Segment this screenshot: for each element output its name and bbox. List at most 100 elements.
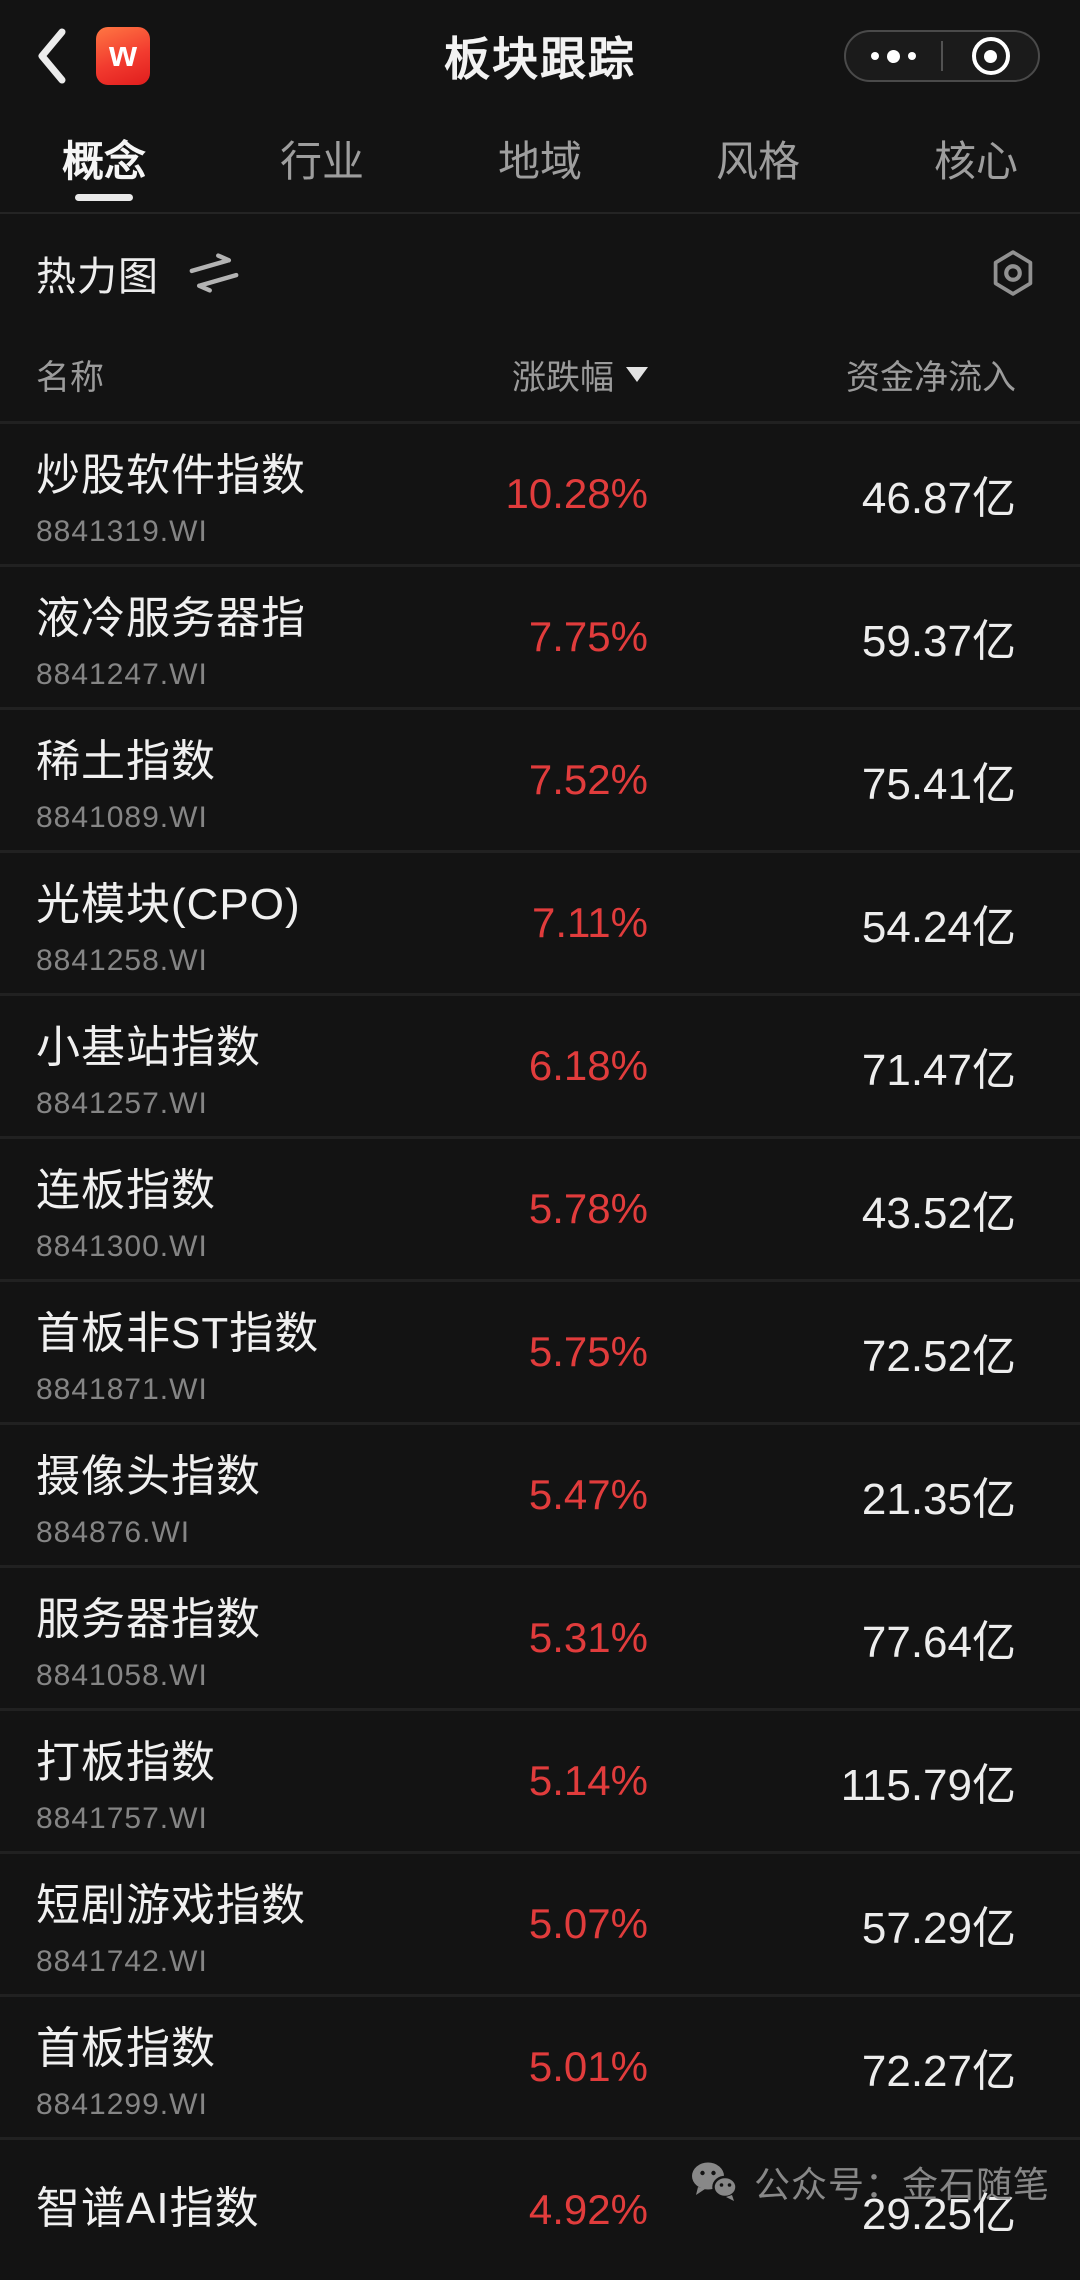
settings-button[interactable]	[988, 248, 1038, 298]
tab-core[interactable]: 核心	[928, 121, 1024, 203]
table-row[interactable]: 小基站指数 8841257.WI 6.18% 71.47亿	[0, 993, 1080, 1136]
index-table-body: 炒股软件指数 8841319.WI 10.28% 46.87亿 液冷服务器指 8…	[0, 421, 1080, 2280]
index-name-block: 首板非ST指数 8841871.WI	[36, 1297, 378, 1407]
tab-label: 地域	[497, 138, 582, 185]
net-inflow-value: 54.24亿	[861, 903, 1016, 952]
more-dot-icon	[908, 52, 916, 60]
index-name: 服务器指数	[36, 1595, 261, 1644]
net-inflow-value: 59.37亿	[861, 617, 1016, 666]
index-name-block: 打板指数 8841757.WI	[36, 1726, 378, 1836]
change-percent: 5.78%	[528, 1185, 648, 1232]
index-name: 光模块(CPO)	[36, 880, 301, 929]
index-name-block: 服务器指数 8841058.WI	[36, 1583, 378, 1693]
tab-industry[interactable]: 行业	[274, 121, 370, 203]
net-inflow-value: 43.52亿	[861, 1189, 1016, 1238]
column-header-change-sort[interactable]: 涨跌幅	[378, 350, 648, 399]
table-row[interactable]: 智谱AI指数 4.92% 29.25亿	[0, 2137, 1080, 2280]
swap-view-button[interactable]	[183, 246, 246, 299]
table-row[interactable]: 稀土指数 8841089.WI 7.52% 75.41亿	[0, 707, 1080, 850]
column-header-change-label: 涨跌幅	[512, 359, 614, 397]
tab-concept[interactable]: 概念	[56, 121, 152, 203]
back-button[interactable]	[34, 26, 74, 86]
heatmap-label: 热力图	[36, 255, 159, 299]
more-dot-icon	[887, 49, 900, 63]
change-percent: 5.14%	[528, 1757, 648, 1804]
index-code: 884876.WI	[36, 1516, 191, 1549]
index-name: 摄像头指数	[36, 1452, 261, 1501]
index-code: 8841258.WI	[36, 944, 208, 977]
index-name: 首板指数	[36, 2024, 216, 2073]
tab-style[interactable]: 风格	[710, 121, 806, 203]
net-inflow-value: 71.47亿	[861, 1046, 1016, 1095]
more-options-button[interactable]	[846, 32, 941, 80]
top-nav: w 板块跟踪	[0, 0, 1080, 112]
index-name: 首板非ST指数	[36, 1309, 320, 1358]
index-code: 8841247.WI	[36, 658, 208, 691]
tab-region[interactable]: 地域	[492, 121, 588, 203]
miniprogram-capsule	[844, 30, 1040, 82]
net-inflow-value: 46.87亿	[861, 474, 1016, 523]
table-header: 名称 涨跌幅 资金净流入	[0, 332, 1080, 421]
swap-arrows-icon	[189, 253, 239, 293]
close-miniprogram-button[interactable]	[943, 32, 1038, 80]
index-name-block: 首板指数 8841299.WI	[36, 2012, 378, 2122]
net-inflow-value: 72.27亿	[861, 2047, 1016, 2096]
change-percent: 7.52%	[528, 756, 648, 803]
heatmap-toolbar: 热力图	[0, 214, 1080, 332]
column-header-name: 名称	[36, 359, 104, 397]
index-name-block: 液冷服务器指 8841247.WI	[36, 582, 378, 692]
index-code: 8841257.WI	[36, 1087, 208, 1120]
index-name-block: 炒股软件指数 8841319.WI	[36, 439, 378, 549]
net-inflow-value: 57.29亿	[861, 1904, 1016, 1953]
index-name-block: 连板指数 8841300.WI	[36, 1154, 378, 1264]
index-code: 8841089.WI	[36, 801, 208, 834]
hexagon-settings-icon	[993, 250, 1033, 296]
index-name: 小基站指数	[36, 1023, 261, 1072]
index-code: 8841757.WI	[36, 1802, 208, 1835]
sort-descending-icon	[626, 367, 648, 382]
index-name: 炒股软件指数	[36, 451, 306, 500]
index-name: 短剧游戏指数	[36, 1881, 306, 1930]
active-tab-underline	[75, 194, 133, 201]
table-row[interactable]: 炒股软件指数 8841319.WI 10.28% 46.87亿	[0, 421, 1080, 564]
change-percent: 6.18%	[528, 1042, 648, 1089]
table-row[interactable]: 光模块(CPO) 8841258.WI 7.11% 54.24亿	[0, 850, 1080, 993]
table-row[interactable]: 短剧游戏指数 8841742.WI 5.07% 57.29亿	[0, 1851, 1080, 1994]
index-name-block: 小基站指数 8841257.WI	[36, 1011, 378, 1121]
category-tabs: 概念 行业 地域 风格 核心	[0, 112, 1080, 214]
index-code: 8841299.WI	[36, 2088, 208, 2121]
index-code: 8841742.WI	[36, 1945, 208, 1978]
index-name: 打板指数	[36, 1738, 216, 1787]
table-row[interactable]: 服务器指数 8841058.WI 5.31% 77.64亿	[0, 1565, 1080, 1708]
tab-label: 风格	[715, 138, 800, 185]
table-row[interactable]: 打板指数 8841757.WI 5.14% 115.79亿	[0, 1708, 1080, 1851]
table-row[interactable]: 首板指数 8841299.WI 5.01% 72.27亿	[0, 1994, 1080, 2137]
net-inflow-value: 77.64亿	[861, 1618, 1016, 1667]
index-name-block: 智谱AI指数	[36, 2172, 378, 2248]
net-inflow-value: 75.41亿	[861, 760, 1016, 809]
change-percent: 7.11%	[532, 899, 648, 946]
change-percent: 10.28%	[505, 470, 648, 517]
back-chevron-icon	[38, 28, 66, 84]
index-name: 液冷服务器指	[36, 594, 306, 643]
more-dot-icon	[871, 52, 879, 60]
index-code: 8841300.WI	[36, 1230, 208, 1263]
change-percent: 5.47%	[528, 1471, 648, 1518]
table-row[interactable]: 连板指数 8841300.WI 5.78% 43.52亿	[0, 1136, 1080, 1279]
table-row[interactable]: 摄像头指数 884876.WI 5.47% 21.35亿	[0, 1422, 1080, 1565]
table-row[interactable]: 首板非ST指数 8841871.WI 5.75% 72.52亿	[0, 1279, 1080, 1422]
change-percent: 7.75%	[528, 613, 648, 660]
index-name: 连板指数	[36, 1166, 216, 1215]
net-inflow-value: 29.25亿	[861, 2190, 1016, 2239]
column-header-inflow: 资金净流入	[846, 359, 1016, 397]
tab-label: 行业	[279, 138, 364, 185]
index-code: 8841058.WI	[36, 1659, 208, 1692]
index-name-block: 短剧游戏指数 8841742.WI	[36, 1869, 378, 1979]
change-percent: 4.92%	[528, 2186, 648, 2233]
index-name-block: 稀土指数 8841089.WI	[36, 725, 378, 835]
table-row[interactable]: 液冷服务器指 8841247.WI 7.75% 59.37亿	[0, 564, 1080, 707]
tab-label: 核心	[933, 138, 1018, 185]
change-percent: 5.01%	[528, 2043, 648, 2090]
index-name: 稀土指数	[36, 737, 216, 786]
